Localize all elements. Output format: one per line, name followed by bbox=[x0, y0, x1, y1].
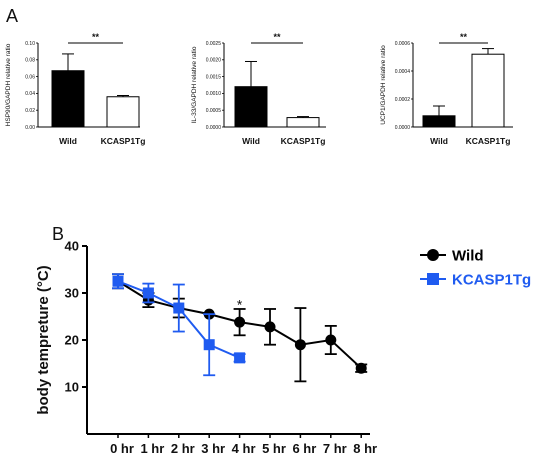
panel-b-line-chart: 10 20 30 40 0 hr 1 hr 2 hr 3 hr 4 hr 5 hr 6 hr 7 hr… bbox=[35, 239, 531, 457]
y-axis-label: body tempreture (°C) bbox=[35, 265, 52, 414]
y-tick-label: 0.0000 bbox=[206, 125, 222, 131]
data-point bbox=[112, 275, 124, 287]
x-tick-label: 0 hr bbox=[110, 441, 134, 456]
significance-marker: ** bbox=[273, 32, 281, 42]
x-tick-label: 3 hr bbox=[201, 441, 225, 456]
significance-marker: ** bbox=[92, 32, 100, 42]
x-tick-label: 1 hr bbox=[140, 441, 164, 456]
bar-chart-3: 0.0000 0.0002 0.0004 0.0006 UCP1/GAPDH relat… bbox=[380, 32, 513, 146]
bar-chart-2: 0.0000 0.0005 0.0010 0.0015 0.0020 0.0025 IL-3… bbox=[191, 32, 326, 146]
significance-marker: ** bbox=[460, 32, 468, 42]
y-tick-label: 0.0004 bbox=[395, 69, 411, 75]
data-point bbox=[142, 287, 154, 299]
data-point bbox=[264, 321, 276, 333]
bar-wild bbox=[422, 115, 456, 128]
x-tick-label: 5 hr bbox=[262, 441, 286, 456]
x-tick-label: 8 hr bbox=[353, 441, 377, 456]
y-tick-label: 20 bbox=[65, 333, 79, 348]
y-tick-label: 0.02 bbox=[25, 108, 35, 114]
x-tick-label: 4 hr bbox=[232, 441, 256, 456]
y-tick-label: 0.10 bbox=[25, 41, 35, 47]
y-axis-label: HSP90/GAPDH relative ratio bbox=[5, 43, 12, 126]
legend-marker bbox=[427, 273, 439, 285]
x-tick-label: 2 hr bbox=[171, 441, 195, 456]
y-axis-label: IL-33/GAPDH relative ratio bbox=[191, 46, 198, 123]
y-axis-label: UCP1/GAPDH relative ratio bbox=[380, 45, 387, 125]
data-point bbox=[355, 362, 367, 374]
bar-kcasp1tg bbox=[286, 117, 320, 128]
category-label: Wild bbox=[430, 136, 448, 146]
y-tick-label: 0.0005 bbox=[206, 108, 222, 114]
data-point bbox=[325, 334, 337, 346]
data-point bbox=[234, 352, 246, 364]
y-tick-label: 30 bbox=[65, 286, 79, 301]
panel-a: 0.00 0.02 0.04 0.06 0.08 0.10 HSP90/GAPDH rela… bbox=[5, 32, 513, 146]
y-tick-label: 0.0002 bbox=[395, 97, 411, 103]
category-label: Wild bbox=[242, 136, 260, 146]
y-tick-label: 10 bbox=[65, 380, 79, 395]
legend-label: Wild bbox=[452, 248, 484, 265]
y-tick-label: 40 bbox=[65, 239, 79, 254]
y-tick-label: 0.0015 bbox=[206, 74, 222, 80]
y-tick-label: 0.08 bbox=[25, 58, 35, 64]
y-tick-label: 0.0006 bbox=[395, 41, 411, 47]
legend-marker bbox=[427, 249, 439, 261]
category-label: KCASP1Tg bbox=[466, 136, 511, 146]
series-kcasp1tg bbox=[112, 273, 246, 377]
bar-kcasp1tg bbox=[106, 96, 140, 128]
bar-wild bbox=[51, 70, 85, 128]
data-point bbox=[173, 302, 185, 314]
x-tick-label: 7 hr bbox=[323, 441, 347, 456]
significance-marker: * bbox=[237, 296, 243, 312]
category-label: Wild bbox=[59, 136, 77, 146]
y-tick-label: 0.0010 bbox=[206, 91, 222, 97]
y-tick-label: 0.0020 bbox=[206, 58, 222, 64]
data-point bbox=[234, 316, 246, 328]
bar-kcasp1tg bbox=[471, 53, 505, 128]
category-label: KCASP1Tg bbox=[101, 136, 146, 146]
panel-b-label: B bbox=[52, 224, 64, 244]
y-tick-label: 0.0025 bbox=[206, 41, 222, 47]
bar-wild bbox=[234, 86, 268, 128]
bar-chart-1: 0.00 0.02 0.04 0.06 0.08 0.10 HSP90/GAPDH rela… bbox=[5, 32, 145, 146]
y-tick-label: 0.04 bbox=[25, 91, 35, 97]
x-tick-label: 6 hr bbox=[292, 441, 316, 456]
y-tick-label: 0.0000 bbox=[395, 125, 411, 131]
data-point bbox=[294, 339, 306, 351]
series-wild bbox=[112, 273, 368, 383]
legend: Wild KCASP1Tg bbox=[420, 248, 531, 289]
category-label: KCASP1Tg bbox=[281, 136, 326, 146]
panel-a-label: A bbox=[6, 6, 18, 26]
y-tick-label: 0.06 bbox=[25, 74, 35, 80]
y-tick-label: 0.00 bbox=[25, 125, 35, 131]
data-point bbox=[203, 339, 215, 351]
legend-label: KCASP1Tg bbox=[452, 272, 531, 289]
